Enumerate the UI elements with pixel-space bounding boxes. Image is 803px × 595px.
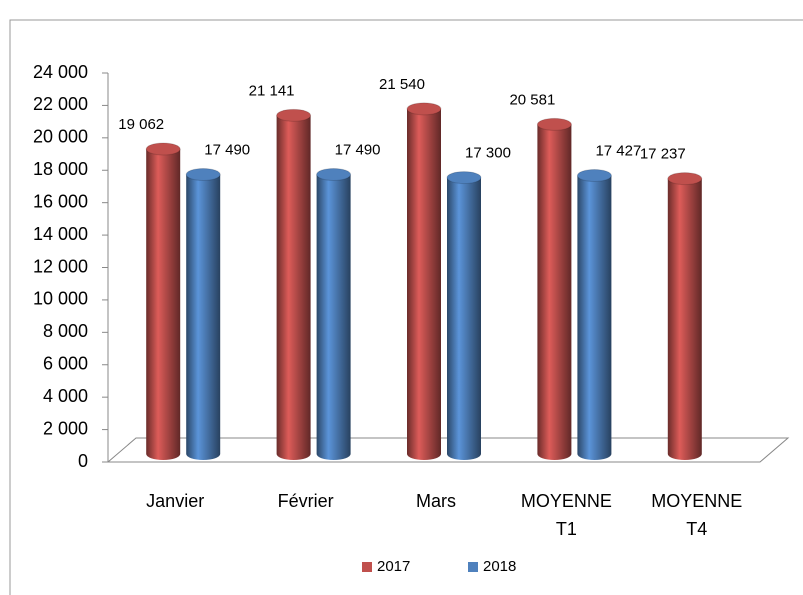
bar-top xyxy=(446,171,482,185)
x-tick-label: MOYENNE T1 xyxy=(520,491,612,539)
bar-top xyxy=(406,102,442,116)
value-label: 17 427 xyxy=(595,143,641,160)
y-tick-label: 6 000 xyxy=(43,354,88,374)
bar-body xyxy=(407,108,441,460)
y-tick-label: 14 000 xyxy=(33,224,88,244)
y-tick-label: 4 000 xyxy=(43,386,88,406)
value-label: 21 141 xyxy=(249,82,295,99)
x-tick-label: Janvier xyxy=(146,491,205,511)
legend-swatch xyxy=(468,562,478,572)
value-label: 17 300 xyxy=(465,145,511,162)
bar-body xyxy=(276,115,311,461)
floor xyxy=(106,437,790,463)
bar-body xyxy=(316,174,351,461)
bar-top xyxy=(276,108,312,122)
legend-label: 2018 xyxy=(483,558,516,575)
bar-top xyxy=(576,169,612,183)
x-tick-label: Mars xyxy=(416,491,456,511)
y-tick-label: 2 000 xyxy=(43,418,88,438)
bar-top xyxy=(316,168,352,182)
y-tick-label: 10 000 xyxy=(33,289,88,309)
chart-frame xyxy=(9,19,803,595)
x-tick-label: Février xyxy=(277,491,334,511)
bar xyxy=(667,172,703,461)
bar xyxy=(536,117,572,461)
bar-body xyxy=(667,178,702,461)
bar-top xyxy=(185,168,221,182)
y-tick-label: 16 000 xyxy=(33,191,88,211)
bar-top xyxy=(667,172,703,186)
bar-body xyxy=(186,174,221,461)
y-tick-label: 8 000 xyxy=(43,321,88,341)
legend-swatch xyxy=(362,562,372,572)
legend-label: 2017 xyxy=(377,558,410,575)
x-tick-label: MOYENNE T4 xyxy=(651,491,743,539)
bar-body xyxy=(537,124,572,461)
value-label: 20 581 xyxy=(509,91,555,108)
bar-top xyxy=(145,142,181,156)
bar xyxy=(446,171,482,461)
value-label: 19 062 xyxy=(118,116,164,133)
value-label: 17 237 xyxy=(640,146,686,163)
bar xyxy=(145,142,181,461)
bar xyxy=(406,102,442,460)
bar-body xyxy=(146,149,181,461)
bar xyxy=(316,168,352,461)
value-label: 21 540 xyxy=(379,76,425,93)
y-tick-label: 24 000 xyxy=(33,62,88,82)
bar xyxy=(276,108,312,461)
value-label: 17 490 xyxy=(335,141,381,158)
y-tick-label: 12 000 xyxy=(33,256,88,276)
y-tick-label: 0 xyxy=(78,451,88,471)
y-tick-label: 22 000 xyxy=(33,94,88,114)
y-tick-label: 20 000 xyxy=(33,127,88,147)
bar-body xyxy=(577,175,612,461)
bar xyxy=(185,168,221,461)
bar-body xyxy=(447,177,481,461)
bar-top xyxy=(536,117,572,131)
bar xyxy=(576,169,612,461)
y-tick-label: 18 000 xyxy=(33,159,88,179)
value-label: 17 490 xyxy=(204,141,250,158)
